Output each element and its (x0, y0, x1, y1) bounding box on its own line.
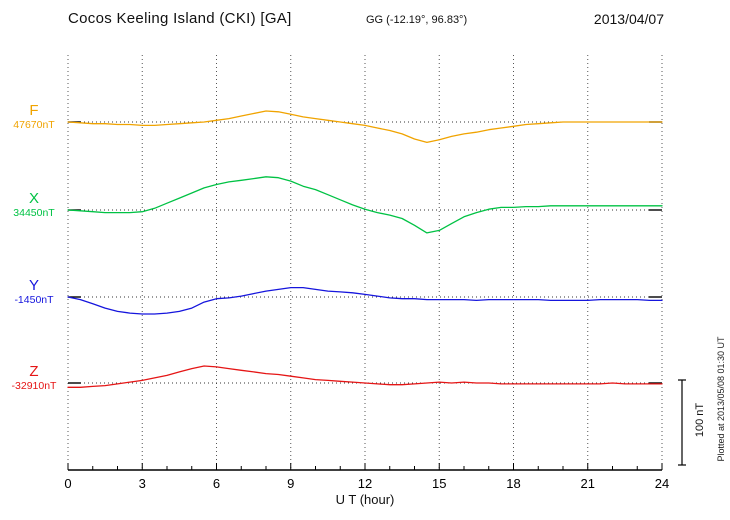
x-tick-label: 9 (287, 476, 294, 491)
station-title: Cocos Keeling Island (CKI) [GA] (68, 10, 292, 27)
series-label-F: F 47670nT (4, 102, 64, 132)
x-tick-label: 3 (139, 476, 146, 491)
trace-F (67, 110, 663, 144)
x-tick-label: 24 (655, 476, 669, 491)
component-symbol-X: X (28, 190, 39, 207)
x-tick-label: 15 (432, 476, 446, 491)
baseline-value-Y: -1450nT (14, 294, 54, 306)
x-axis-title: U T (hour) (335, 492, 395, 507)
x-tick-label: 18 (506, 476, 520, 491)
series-label-Y: Y -1450nT (4, 277, 64, 307)
baseline-value-F: 47670nT (13, 119, 55, 131)
trace-Y (67, 286, 663, 315)
trace-Z (67, 365, 663, 388)
trace-X (67, 176, 663, 234)
x-tick-label: 21 (581, 476, 595, 491)
x-tick-label: 12 (358, 476, 372, 491)
plotted-timestamp-note: Plotted at 2013/05/08 01:30 UT (716, 336, 726, 462)
geographic-coordinates: GG (-12.19°, 96.83°) (366, 14, 468, 26)
baseline-value-Z: -32910nT (11, 380, 57, 392)
component-symbol-Y: Y (28, 277, 39, 294)
series-label-Z: Z -32910nT (4, 363, 64, 393)
component-symbol-Z: Z (29, 363, 39, 380)
series-label-X: X 34450nT (4, 190, 64, 220)
x-tick-label: 6 (213, 476, 220, 491)
scale-bar-label: 100 nT (694, 402, 706, 438)
component-symbol-F: F (29, 102, 39, 119)
baseline-value-X: 34450nT (13, 207, 55, 219)
observation-date: 2013/04/07 (593, 11, 664, 27)
x-tick-label: 0 (64, 476, 71, 491)
